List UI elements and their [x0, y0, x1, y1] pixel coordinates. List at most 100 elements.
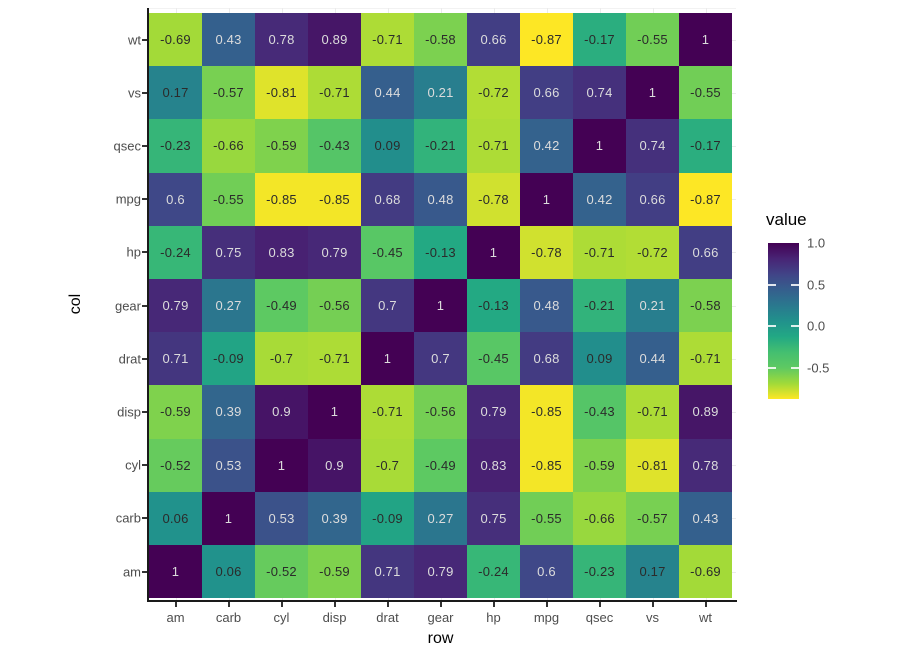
heatmap-cell: 0.53 — [202, 438, 255, 492]
heatmap-cell: 1 — [626, 66, 679, 120]
heatmap-cell: -0.59 — [308, 545, 361, 599]
cell-value-label: 1 — [277, 457, 286, 473]
cell-value-label: -0.56 — [425, 404, 456, 420]
x-axis-tick — [386, 602, 389, 607]
heatmap-cell: -0.56 — [414, 385, 467, 439]
x-tick-label: gear — [427, 610, 454, 625]
cell-value-label: -0.85 — [266, 191, 297, 207]
cell-value-label: -0.13 — [425, 244, 456, 260]
heatmap-cell: 0.27 — [414, 491, 467, 545]
heatmap-cell: -0.66 — [573, 491, 626, 545]
heatmap-cell: -0.09 — [361, 491, 414, 545]
cell-value-label: -0.85 — [531, 457, 562, 473]
cell-value-label: 0.75 — [480, 510, 507, 526]
heatmap-cell: 0.75 — [202, 225, 255, 279]
heatmap-cell: 0.83 — [255, 225, 308, 279]
y-tick-label: wt — [128, 32, 141, 48]
x-axis-line — [147, 600, 737, 602]
heatmap-cell: -0.71 — [361, 385, 414, 439]
heatmap-cell: 0.48 — [414, 172, 467, 226]
cell-value-label: -0.17 — [584, 32, 615, 48]
cell-value-label: 0.83 — [268, 244, 295, 260]
cell-value-label: 0.17 — [162, 85, 189, 101]
cell-value-label: 0.66 — [533, 85, 560, 101]
cell-value-label: -0.87 — [690, 191, 721, 207]
cell-value-label: -0.56 — [319, 298, 350, 314]
cell-value-label: -0.78 — [531, 244, 562, 260]
heatmap-cell: 1 — [361, 332, 414, 386]
cell-value-label: -0.59 — [584, 457, 615, 473]
cell-value-label: 0.44 — [639, 351, 666, 367]
cell-value-label: 0.42 — [586, 191, 613, 207]
cell-value-label: 0.78 — [268, 32, 295, 48]
cell-value-label: -0.66 — [584, 510, 615, 526]
cell-value-label: 0.79 — [162, 298, 189, 314]
y-tick-label: cyl — [125, 457, 141, 473]
cell-value-label: 0.7 — [378, 298, 397, 314]
cell-value-label: 0.6 — [166, 191, 185, 207]
legend-tick-mark — [768, 325, 776, 328]
cell-value-label: 0.09 — [586, 351, 613, 367]
x-tick-label: wt — [699, 610, 712, 625]
heatmap-cell: -0.45 — [361, 225, 414, 279]
cell-value-label: 0.68 — [374, 191, 401, 207]
heatmap-cell: -0.49 — [414, 438, 467, 492]
heatmap-cell: 0.9 — [255, 385, 308, 439]
cell-value-label: -0.45 — [372, 244, 403, 260]
y-tick-label: gear — [114, 298, 141, 314]
cell-value-label: -0.09 — [372, 510, 403, 526]
cell-value-label: -0.59 — [160, 404, 191, 420]
heatmap-cell: 0.48 — [520, 279, 573, 333]
heatmap-cell: -0.55 — [202, 172, 255, 226]
heatmap-cell: 0.83 — [467, 438, 520, 492]
y-tick-label: carb — [115, 510, 141, 526]
heatmap-cell: 0.79 — [467, 385, 520, 439]
cell-value-label: 0.79 — [427, 564, 454, 580]
cell-value-label: -0.55 — [637, 32, 668, 48]
cell-value-label: 1 — [701, 32, 710, 48]
x-tick-label: drat — [376, 610, 399, 625]
legend-tick-mark — [791, 325, 799, 328]
heatmap-cell: 0.78 — [679, 438, 732, 492]
heatmap-cell: 0.66 — [520, 66, 573, 120]
y-axis-tick — [142, 198, 147, 201]
x-tick-label: qsec — [585, 610, 614, 625]
heatmap-cell: 1 — [308, 385, 361, 439]
cell-value-label: -0.87 — [531, 32, 562, 48]
heatmap-cell: -0.78 — [467, 172, 520, 226]
y-axis-tick — [142, 464, 147, 467]
cell-value-label: 1 — [595, 138, 604, 154]
heatmap-cell: -0.24 — [149, 225, 202, 279]
heatmap-cell: -0.69 — [679, 545, 732, 599]
x-axis-tick — [333, 602, 336, 607]
cell-value-label: 1 — [489, 244, 498, 260]
heatmap-cell: -0.71 — [626, 385, 679, 439]
heatmap-cell: -0.85 — [255, 172, 308, 226]
legend-tick-label: 1.0 — [807, 235, 826, 251]
cell-value-label: -0.72 — [637, 244, 668, 260]
heatmap-cell: -0.7 — [361, 438, 414, 492]
heatmap-cell: 0.42 — [573, 172, 626, 226]
cell-value-label: 0.74 — [586, 85, 613, 101]
x-axis-tick — [439, 602, 442, 607]
x-axis-title: row — [427, 630, 454, 647]
heatmap-cell: 0.79 — [149, 279, 202, 333]
heatmap-cell: -0.17 — [679, 119, 732, 173]
cell-value-label: -0.24 — [160, 244, 191, 260]
cell-value-label: 0.6 — [537, 564, 556, 580]
cell-value-label: 0.42 — [533, 138, 560, 154]
heatmap-cell: 0.09 — [573, 332, 626, 386]
cell-value-label: -0.71 — [690, 351, 721, 367]
heatmap-cell: 0.78 — [255, 13, 308, 67]
heatmap-cell: -0.85 — [308, 172, 361, 226]
cell-value-label: -0.71 — [319, 351, 350, 367]
y-tick-label: am — [122, 564, 141, 580]
cell-value-label: 0.39 — [215, 404, 242, 420]
heatmap-cell: 0.44 — [626, 332, 679, 386]
heatmap-cell: 0.89 — [308, 13, 361, 67]
heatmap-cell: 0.39 — [202, 385, 255, 439]
heatmap-cell: 0.79 — [308, 225, 361, 279]
x-tick-label: hp — [486, 610, 501, 625]
cell-value-label: -0.58 — [425, 32, 456, 48]
y-axis-tick — [142, 304, 147, 307]
